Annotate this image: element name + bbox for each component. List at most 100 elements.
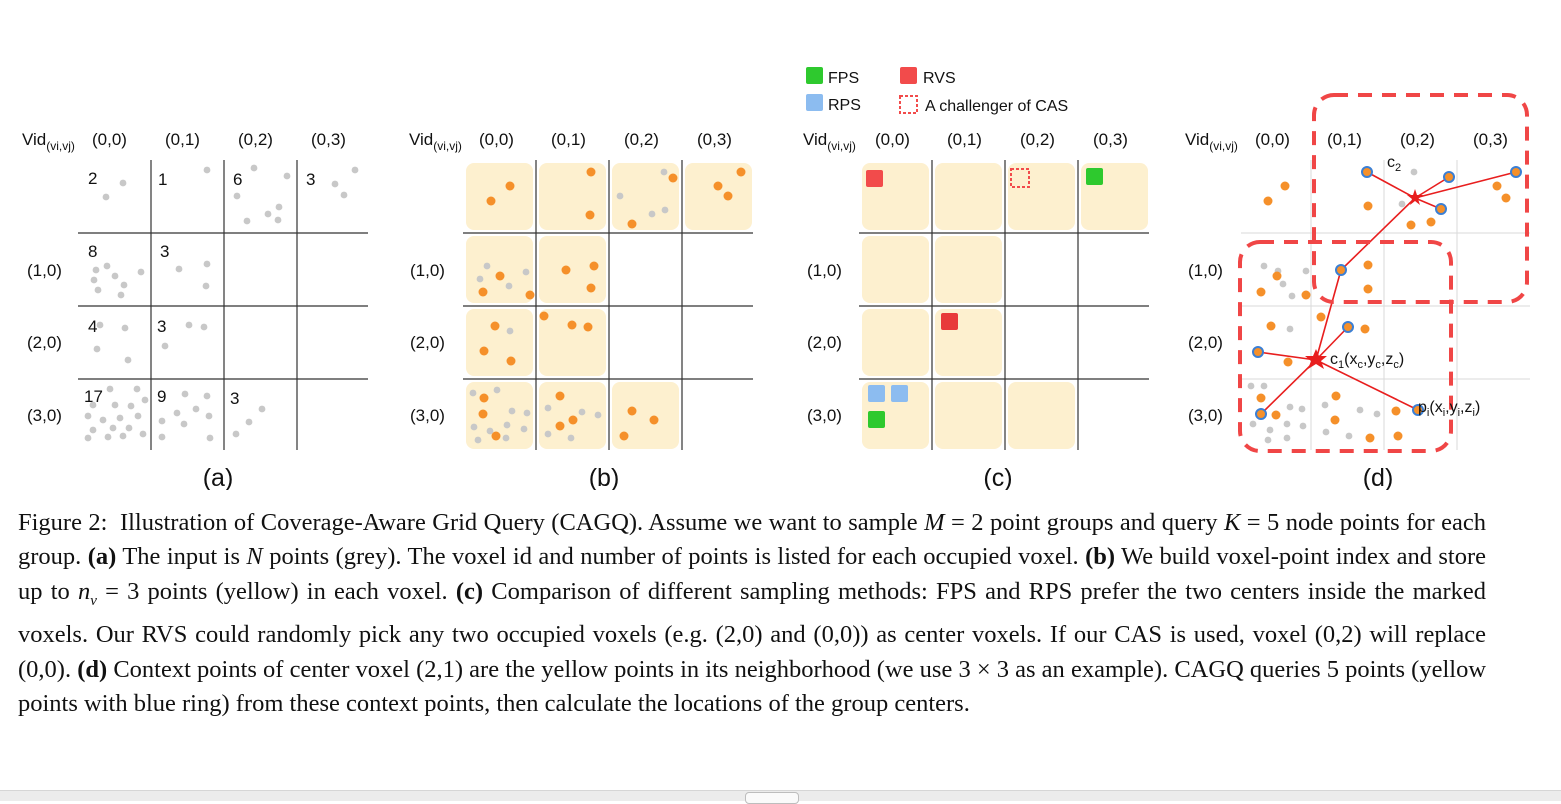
voxel-count: 3 [306,170,315,189]
col-label: (0,0) [479,130,514,149]
group-center-c2 [1407,189,1423,205]
caption-tag-d: (d) [77,655,108,683]
caption-lead: Figure 2: [18,509,108,536]
rps-marker [891,385,908,402]
col-label: (0,2) [1020,130,1055,149]
legend-rps-label: RPS [828,97,861,114]
caption-a-2: points (grey). The voxel id and number o… [269,543,1079,571]
voxel-count: 9 [157,387,166,406]
row-header-d: Vid(vi,vj) [1185,130,1238,153]
query-lines [1257,171,1517,415]
group-center-c1 [1305,349,1327,369]
caption-tag-c: (c) [455,577,484,605]
cas-challenger-marker [1010,168,1030,188]
voxel-count: 3 [230,389,239,408]
col-label: (0,3) [1473,130,1508,149]
caption-b-1: We build voxel-point index and store up … [18,543,1487,605]
caption-tag-b: (b) [1085,543,1116,571]
panel-c: (c) [859,160,1149,490]
col-label: (0,1) [947,130,982,149]
row-label: (1,0) [1188,261,1223,280]
col-label: (0,1) [1327,130,1362,149]
voxel-count: 3 [157,317,166,336]
caption-tag-a: (a) [87,543,117,571]
panel-label-b: (b) [589,464,620,490]
legend-rps-swatch [806,94,823,111]
panel-d: c2 c1(xc,yc,zc) pi(xi,yi,zi) (d) [1238,93,1530,490]
row-label: (2,0) [410,333,445,352]
panel-label-a: (a) [203,464,234,490]
voxel-grid [1241,160,1530,450]
legend-cas-swatch [899,95,918,114]
rps-marker [868,385,885,402]
col-label: (0,1) [551,130,586,149]
fps-marker [868,411,885,428]
caption-b-2: = 3 points (yellow) in each voxel. [96,577,448,605]
voxel-count: 1 [158,170,167,189]
row-label: (3,0) [1188,406,1223,425]
row-header-b: Vid(vi,vj) [409,130,462,153]
legend-rvs-swatch [900,67,917,84]
figure-cagq: FPS RVS RPS A challenger of CAS Vid(vi,v… [22,67,1530,490]
legend: FPS RVS RPS A challenger of CAS [806,67,1068,115]
math-nv: nv [77,577,97,609]
caption-intro: Illustration of Coverage-Aware Grid Quer… [119,509,918,536]
row-label: (3,0) [27,406,62,425]
panel-a: 2 1 6 3 8 3 4 3 17 9 3 [78,160,368,490]
label-pi: pi(xi,yi,zi) [1418,399,1480,419]
rvs-marker [866,170,883,187]
legend-fps-label: FPS [828,70,859,87]
legend-cas-label: A challenger of CAS [925,98,1068,115]
voxel-count: 2 [88,169,97,188]
col-label: (0,3) [1093,130,1128,149]
row-label: (1,0) [410,261,445,280]
panel-b-headers: Vid(vi,vj) (0,0) (0,1) (0,2) (0,3) (1,0)… [409,130,732,425]
grey-points [469,168,669,444]
row-label: (2,0) [807,333,842,352]
col-label: (0,3) [311,130,346,149]
label-c2: c2 [1387,154,1401,174]
col-label: (0,2) [1400,130,1435,149]
panel-label-c: (c) [983,464,1012,490]
queried-node-points [1252,166,1522,420]
grid-lines [859,160,1149,450]
col-label: (0,2) [624,130,659,149]
voxel-count: 8 [88,242,97,261]
math-N: N [246,543,263,571]
panel-d-headers: Vid(vi,vj) (0,0) (0,1) (0,2) (0,3) (1,0)… [1185,130,1508,425]
caption-c: Comparison of different sampling methods… [18,577,1487,683]
caption-M-eq: = 2 point groups and query [944,509,1218,536]
panel-c-headers: Vid(vi,vj) (0,0) (0,1) (0,2) (0,3) (1,0)… [803,130,1128,425]
math-K: K [1223,509,1241,536]
row-label: (2,0) [27,333,62,352]
figure-caption: Figure 2: Illustration of Coverage-Aware… [18,506,1486,721]
voxel-count: 6 [233,170,242,189]
col-label: (0,1) [165,130,200,149]
page-number-field[interactable] [745,792,799,804]
grid-lines [463,160,753,450]
col-label: (0,2) [238,130,273,149]
grey-points [84,164,359,442]
voxel-counts: 2 1 6 3 8 3 4 3 17 9 3 [84,169,315,408]
yellow-points [478,167,746,441]
row-header-c: Vid(vi,vj) [803,130,856,153]
panel-a-headers: Vid(vi,vj) (0,0) (0,1) (0,2) (0,3) (1,0)… [22,130,346,425]
row-header-a: Vid(vi,vj) [22,130,75,153]
row-label: (3,0) [807,406,842,425]
row-label: (2,0) [1188,333,1223,352]
occupied-voxels [466,163,752,449]
caption-d: Context points of center voxel (2,1) are… [18,655,1487,717]
legend-fps-swatch [806,67,823,84]
math-M: M [924,509,945,536]
row-label: (3,0) [410,406,445,425]
col-label: (0,0) [1255,130,1290,149]
grey-points [1247,168,1418,444]
voxel-count: 4 [88,317,97,336]
col-label: (0,3) [697,130,732,149]
legend-rvs-label: RVS [923,70,956,87]
grid-lines [78,160,368,450]
panel-label-d: (d) [1363,464,1394,490]
label-c1: c1(xc,yc,zc) [1330,351,1404,371]
row-label: (1,0) [27,261,62,280]
voxel-count: 17 [84,387,103,406]
